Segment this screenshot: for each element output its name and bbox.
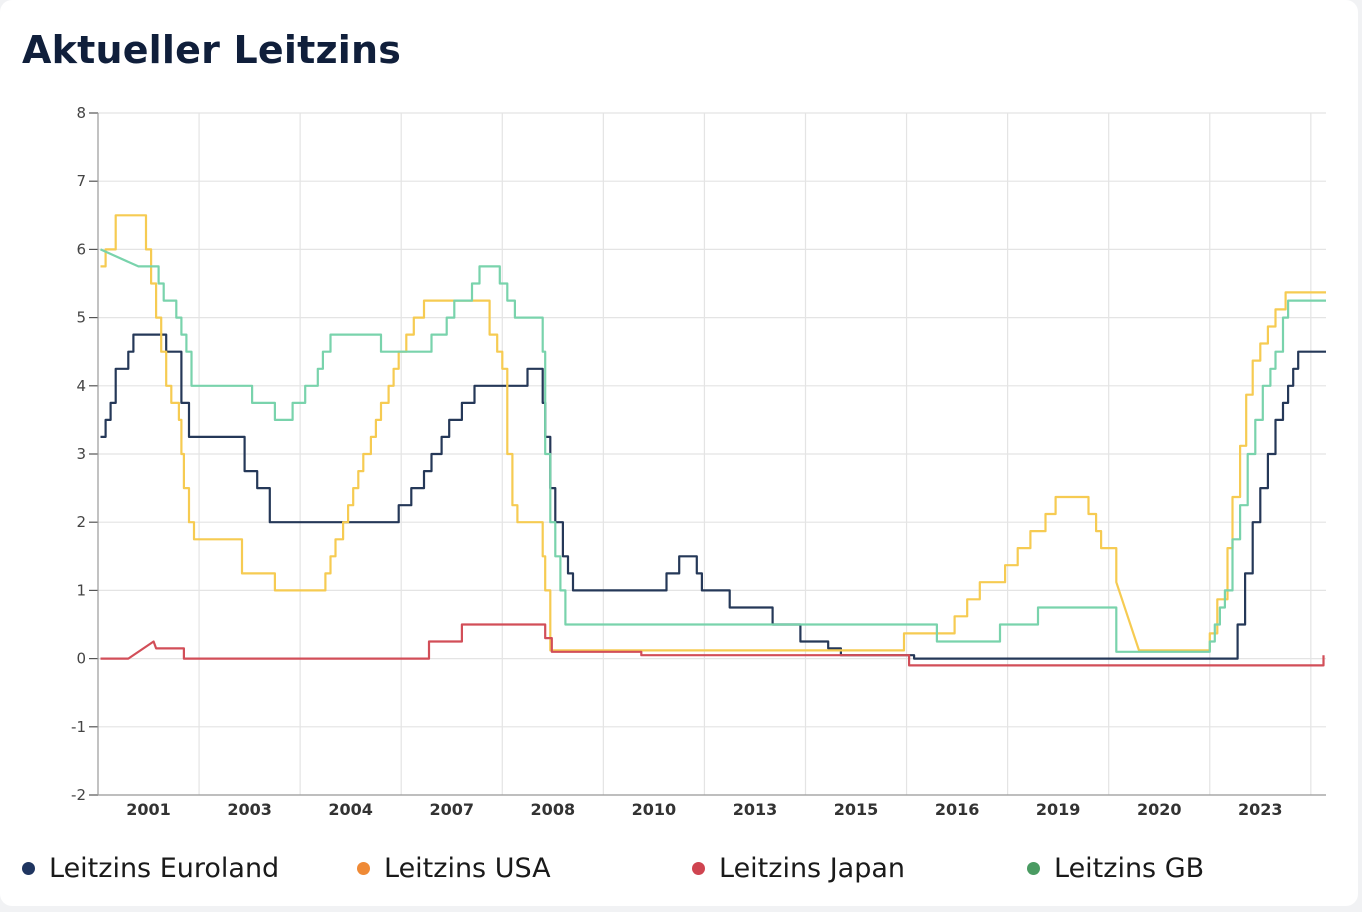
y-tick-label: -1 xyxy=(71,718,86,736)
legend-label: Leitzins GB xyxy=(1054,852,1205,884)
y-tick-label: 3 xyxy=(76,445,86,463)
legend-marker xyxy=(357,861,370,875)
x-tick-label: 2015 xyxy=(834,800,879,819)
legend-item-leitzins-usa[interactable]: Leitzins USA xyxy=(357,846,551,890)
legend-label: Leitzins Japan xyxy=(719,852,906,884)
legend-marker xyxy=(692,861,705,875)
axes: 8 7 6 5 4 3 2 1 0 -1 -2 2001 2003 2004 2007 2008 2010 201… xyxy=(71,104,1326,819)
x-tick-label: 2013 xyxy=(733,800,778,819)
page-title: Aktueller Leitzins xyxy=(22,28,402,72)
x-tick-label: 2003 xyxy=(227,800,272,819)
legend-marker xyxy=(22,861,35,875)
legend-item-leitzins-japan[interactable]: Leitzins Japan xyxy=(692,846,905,890)
y-tick-label: 7 xyxy=(76,172,86,190)
y-tick-label: 2 xyxy=(76,513,86,531)
x-tick-label: 2010 xyxy=(632,800,677,819)
legend-item-leitzins-euroland[interactable]: Leitzins Euroland xyxy=(22,846,279,890)
x-tick-label: 2020 xyxy=(1137,800,1182,819)
y-tick-label: 6 xyxy=(76,240,86,258)
x-tick-label: 2004 xyxy=(328,800,373,819)
y-tick-label: 0 xyxy=(76,650,86,668)
y-tick-label: 5 xyxy=(76,309,86,327)
series-line-leitzins-japan xyxy=(100,623,1325,667)
x-tick-label: 2016 xyxy=(935,800,980,819)
y-tick-label: 4 xyxy=(76,377,86,395)
legend-item-leitzins-gb[interactable]: Leitzins GB xyxy=(1027,846,1204,890)
y-tick-label: -2 xyxy=(71,786,86,804)
y-tick-label: 8 xyxy=(76,104,86,122)
x-tick-label: 2001 xyxy=(126,800,171,819)
x-tick-label: 2019 xyxy=(1036,800,1081,819)
series-line-leitzins-euroland xyxy=(100,333,1326,660)
grid xyxy=(98,112,1326,796)
series-group xyxy=(100,214,1326,667)
legend-label: Leitzins USA xyxy=(384,852,551,884)
line-chart: 8 7 6 5 4 3 2 1 0 -1 -2 2001 2003 2004 2007 2008 2010 201… xyxy=(71,104,1326,819)
x-tick-label: 2007 xyxy=(429,800,474,819)
legend-marker xyxy=(1027,861,1040,875)
x-tick-label: 2023 xyxy=(1238,800,1283,819)
series-line-leitzins-usa xyxy=(100,214,1326,652)
legend-label: Leitzins Euroland xyxy=(49,852,280,884)
series-line-leitzins-gb xyxy=(100,248,1326,653)
legend: Leitzins Euroland Leitzins USA Leitzins Ja… xyxy=(0,846,1362,890)
y-tick-label: 1 xyxy=(76,581,86,599)
x-tick-label: 2008 xyxy=(531,800,576,819)
